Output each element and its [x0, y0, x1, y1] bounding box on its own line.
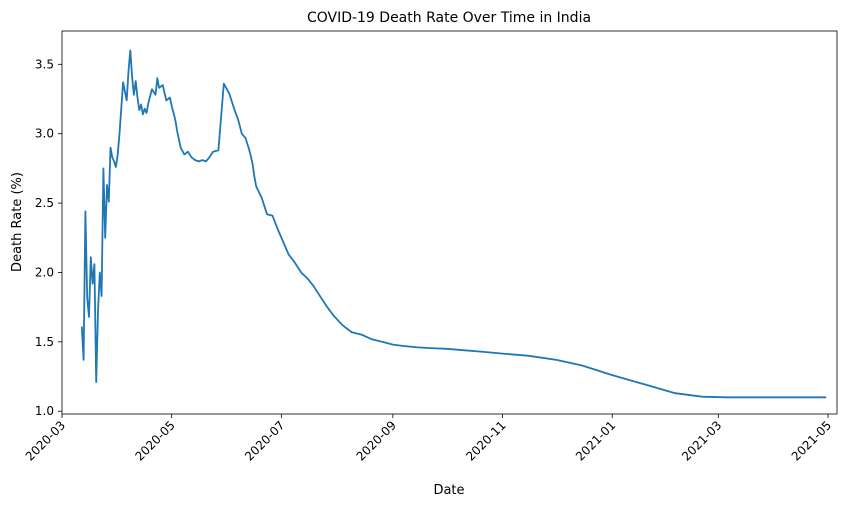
y-tick-label: 1.0: [35, 404, 54, 418]
x-tick-label: 2020-03: [23, 418, 68, 463]
x-tick-label: 2020-11: [463, 418, 508, 463]
y-tick-label: 3.5: [35, 57, 54, 71]
y-axis: 1.0 1.5 2.0 2.5 3.0 3.5: [35, 57, 62, 418]
x-tick-label: 2020-05: [132, 418, 177, 463]
x-tick-label: 2021-01: [573, 418, 618, 463]
x-tick-label: 2021-05: [789, 418, 834, 463]
x-axis: 2020-03 2020-05 2020-07 2020-09 2020-11 2021-…: [23, 414, 834, 464]
y-tick-label: 2.5: [35, 196, 54, 210]
x-tick-label: 2021-03: [679, 418, 724, 463]
death-rate-series-line: [80, 49, 827, 399]
x-tick-label: 2020-09: [354, 418, 399, 463]
x-tick-label: 2020-07: [242, 418, 287, 463]
y-tick-label: 2.0: [35, 265, 54, 279]
y-axis-label: Death Rate (%): [10, 172, 25, 272]
chart-title: COVID-19 Death Rate Over Time in India: [307, 10, 591, 26]
y-tick-label: 1.5: [35, 335, 54, 349]
x-axis-label: Date: [433, 483, 464, 498]
y-tick-label: 3.0: [35, 127, 54, 141]
plot-area-frame: [61, 30, 838, 415]
